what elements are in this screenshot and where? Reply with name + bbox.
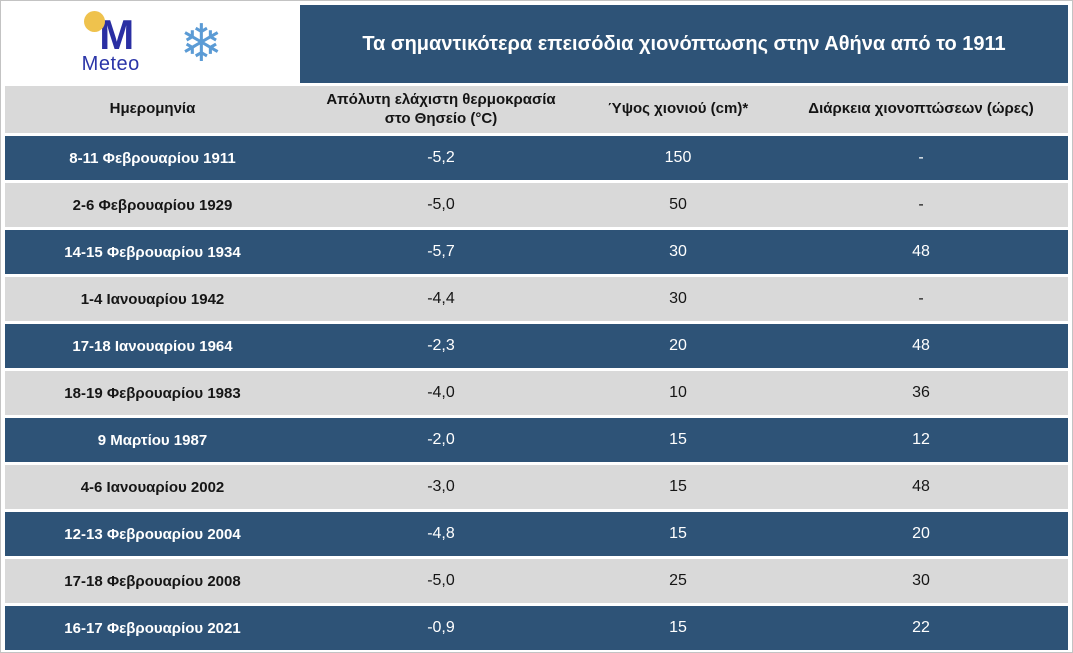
date-cell: 12-13 Φεβρουαρίου 2004 xyxy=(5,512,300,556)
duration-cell: - xyxy=(774,277,1068,321)
table-row: 12-13 Φεβρουαρίου 2004 -4,8 15 20 xyxy=(5,512,1068,556)
temp-cell: -5,0 xyxy=(300,183,582,227)
snow-depth-cell: 15 xyxy=(582,512,774,556)
duration-cell: 20 xyxy=(774,512,1068,556)
temp-cell: -4,0 xyxy=(300,371,582,415)
snow-depth-cell: 150 xyxy=(582,136,774,180)
table-row: 17-18 Ιανουαρίου 1964 -2,3 20 48 xyxy=(5,324,1068,368)
date-cell: 18-19 Φεβρουαρίου 1983 xyxy=(5,371,300,415)
table-row: 1-4 Ιανουαρίου 1942 -4,4 30 - xyxy=(5,277,1068,321)
table-row: 18-19 Φεβρουαρίου 1983 -4,0 10 36 xyxy=(5,371,1068,415)
temp-cell: -5,7 xyxy=(300,230,582,274)
duration-cell: 22 xyxy=(774,606,1068,650)
temp-cell: -2,0 xyxy=(300,418,582,462)
snow-depth-cell: 15 xyxy=(582,606,774,650)
column-header-duration: Διάρκεια χιονοπτώσεων (ώρες) xyxy=(774,86,1068,133)
duration-cell: 36 xyxy=(774,371,1068,415)
snow-depth-cell: 30 xyxy=(582,230,774,274)
table-header-row: Ημερομηνία Απόλυτη ελάχιστη θερμοκρασία … xyxy=(5,86,1068,133)
meteo-logo: M Meteo xyxy=(81,11,140,75)
duration-cell: - xyxy=(774,136,1068,180)
duration-cell: 48 xyxy=(774,465,1068,509)
table-row: 16-17 Φεβρουαρίου 2021 -0,9 15 22 xyxy=(5,606,1068,650)
duration-cell: 30 xyxy=(774,559,1068,603)
snow-depth-cell: 15 xyxy=(582,418,774,462)
table-row: 4-6 Ιανουαρίου 2002 -3,0 15 48 xyxy=(5,465,1068,509)
snow-depth-cell: 30 xyxy=(582,277,774,321)
logo-m-glyph: M xyxy=(99,11,134,59)
table-row: 14-15 Φεβρουαρίου 1934 -5,7 30 48 xyxy=(5,230,1068,274)
snow-depth-cell: 10 xyxy=(582,371,774,415)
snow-depth-cell: 50 xyxy=(582,183,774,227)
date-cell: 9 Μαρτίου 1987 xyxy=(5,418,300,462)
duration-cell: - xyxy=(774,183,1068,227)
snowfall-table: Ημερομηνία Απόλυτη ελάχιστη θερμοκρασία … xyxy=(5,83,1068,652)
table-row: 2-6 Φεβρουαρίου 1929 -5,0 50 - xyxy=(5,183,1068,227)
table-row: 9 Μαρτίου 1987 -2,0 15 12 xyxy=(5,418,1068,462)
logo-sun-dot-icon xyxy=(83,11,105,33)
temp-cell: -0,9 xyxy=(300,606,582,650)
column-header-snow-depth: Ύψος χιονιού (cm)* xyxy=(582,86,774,133)
date-cell: 14-15 Φεβρουαρίου 1934 xyxy=(5,230,300,274)
temp-cell: -3,0 xyxy=(300,465,582,509)
date-cell: 8-11 Φεβρουαρίου 1911 xyxy=(5,136,300,180)
column-header-min-temp: Απόλυτη ελάχιστη θερμοκρασία στο Θησείο … xyxy=(300,86,582,133)
column-header-date: Ημερομηνία xyxy=(5,86,300,133)
temp-cell: -4,8 xyxy=(300,512,582,556)
duration-cell: 12 xyxy=(774,418,1068,462)
date-cell: 16-17 Φεβρουαρίου 2021 xyxy=(5,606,300,650)
page-title: Τα σημαντικότερα επεισόδια χιονόπτωσης σ… xyxy=(362,32,1006,55)
table-row: 8-11 Φεβρουαρίου 1911 -5,2 150 - xyxy=(5,136,1068,180)
table-row: 17-18 Φεβρουαρίου 2008 -5,0 25 30 xyxy=(5,559,1068,603)
date-cell: 17-18 Ιανουαρίου 1964 xyxy=(5,324,300,368)
snow-depth-cell: 20 xyxy=(582,324,774,368)
date-cell: 17-18 Φεβρουαρίου 2008 xyxy=(5,559,300,603)
date-cell: 4-6 Ιανουαρίου 2002 xyxy=(5,465,300,509)
title-bar: Τα σημαντικότερα επεισόδια χιονόπτωσης σ… xyxy=(300,5,1068,83)
logo-wordmark: Meteo xyxy=(81,52,140,75)
temp-cell: -5,0 xyxy=(300,559,582,603)
date-cell: 2-6 Φεβρουαρίου 1929 xyxy=(5,183,300,227)
date-cell: 1-4 Ιανουαρίου 1942 xyxy=(5,277,300,321)
temp-cell: -2,3 xyxy=(300,324,582,368)
logo-area: M Meteo ❄ xyxy=(5,5,300,83)
temp-cell: -4,4 xyxy=(300,277,582,321)
duration-cell: 48 xyxy=(774,230,1068,274)
snow-depth-cell: 25 xyxy=(582,559,774,603)
top-band: M Meteo ❄ Τα σημαντικότερα επεισόδια χιο… xyxy=(5,5,1068,83)
snowflake-icon: ❄ xyxy=(179,14,224,74)
temp-cell: -5,2 xyxy=(300,136,582,180)
snow-depth-cell: 15 xyxy=(582,465,774,509)
duration-cell: 48 xyxy=(774,324,1068,368)
